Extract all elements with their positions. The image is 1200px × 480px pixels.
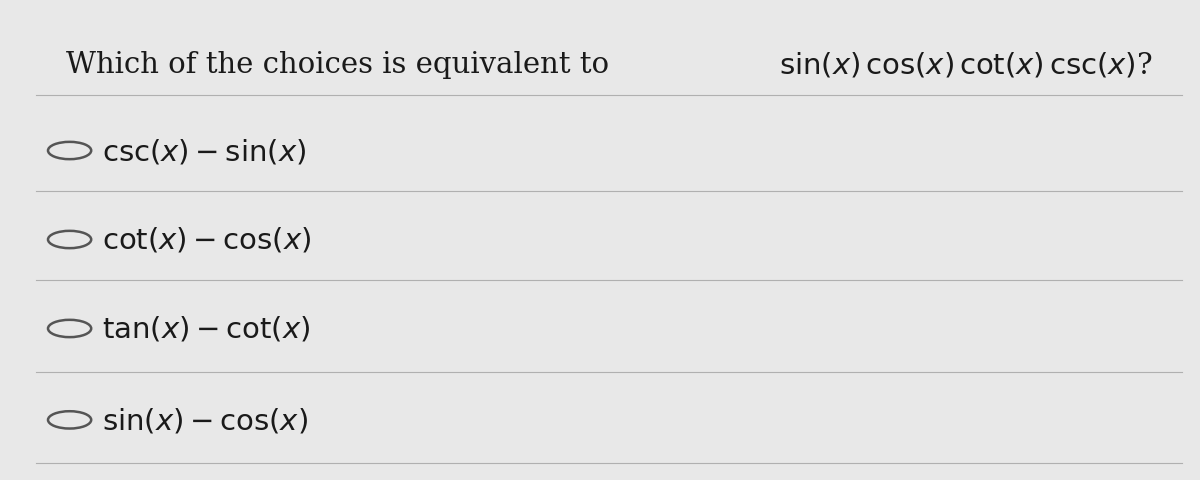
- Text: $\tan(x) - \cot(x)$: $\tan(x) - \cot(x)$: [102, 314, 310, 343]
- Text: $\cot(x) - \cos(x)$: $\cot(x) - \cos(x)$: [102, 226, 312, 254]
- Text: $\sin(x) - \cos(x)$: $\sin(x) - \cos(x)$: [102, 406, 308, 434]
- Text: $\sin(x)\,\cos(x)\,\cot(x)\,\csc(x)$?: $\sin(x)\,\cos(x)\,\cot(x)\,\csc(x)$?: [779, 50, 1152, 79]
- Text: Which of the choices is equivalent to: Which of the choices is equivalent to: [66, 50, 618, 78]
- Text: $\csc(x) - \sin(x)$: $\csc(x) - \sin(x)$: [102, 137, 306, 166]
